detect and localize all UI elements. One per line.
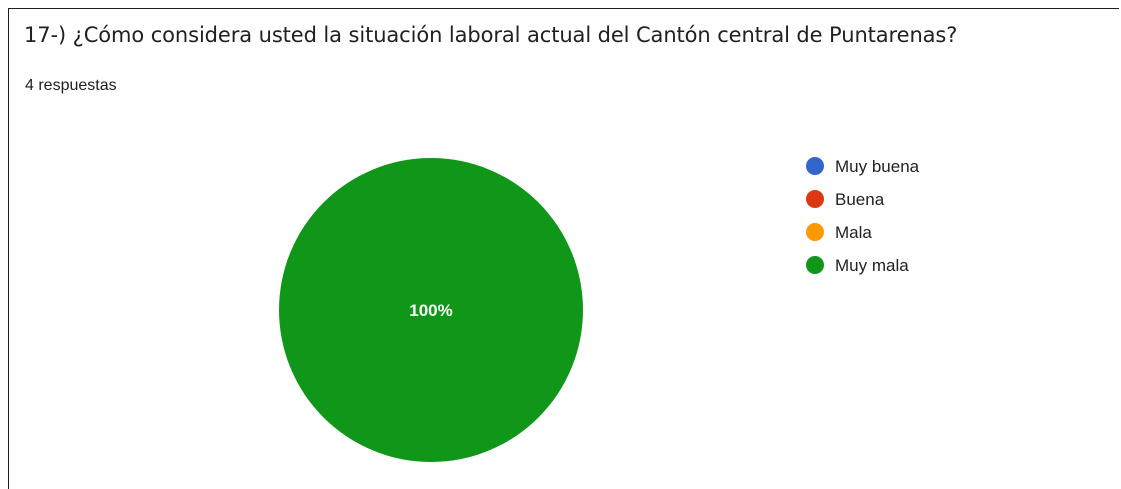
legend-item: Buena (806, 190, 885, 209)
chart-legend: Muy buena Buena Mala Muy mala (806, 157, 920, 275)
legend-item: Muy mala (806, 256, 909, 275)
pie-data-label: 100% (409, 301, 452, 320)
legend-label: Mala (835, 223, 872, 242)
legend-label: Muy mala (835, 256, 909, 275)
pie-slices (279, 158, 583, 462)
legend-item: Muy buena (806, 157, 920, 176)
pie-labels: 100% (409, 301, 452, 320)
legend-swatch (806, 223, 824, 241)
response-count: 4 respuestas (25, 77, 117, 94)
legend-swatch (806, 157, 824, 175)
legend-swatch (806, 256, 824, 274)
legend-label: Muy buena (835, 157, 920, 176)
legend-label: Buena (835, 190, 885, 209)
pie-slice-muy-mala (279, 158, 583, 462)
legend-item: Mala (806, 223, 872, 242)
question-title: 17-) ¿Cómo considera usted la situación … (24, 23, 958, 47)
legend-swatch (806, 190, 824, 208)
